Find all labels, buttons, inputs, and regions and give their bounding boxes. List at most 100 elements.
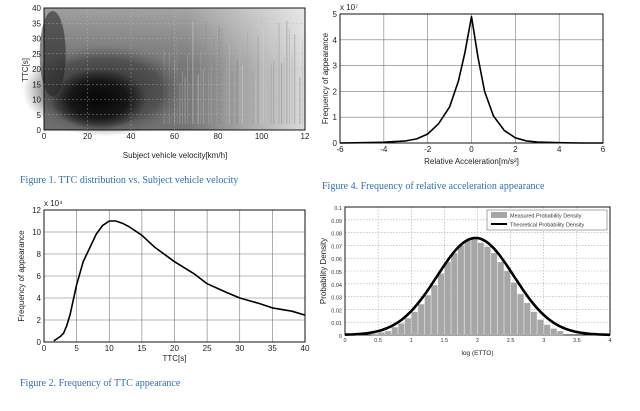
heatmap-cell-streak [275,37,277,124]
y-tick-label: 0.09 [331,219,342,225]
x-tick-label: 1.5 [441,338,449,344]
y-tick-label: 25 [32,50,41,59]
x-tick-label: -4 [380,145,388,154]
x-tick-label: 0 [343,338,346,344]
heatmap-cell-streak [205,21,207,124]
histogram-bar [504,270,511,336]
x-tick-label: 4 [557,145,562,154]
heatmap-cell-streak [228,43,230,124]
caption-figure-2: Figure 2. Frequency of TTC appearance [20,378,181,389]
heatmap-cell-streak [187,54,189,124]
plot-frame [339,13,604,144]
histogram-bar [398,323,405,336]
series-line [339,15,603,144]
heatmap-cell-streak [189,83,191,124]
histogram-bar [464,240,471,336]
y-tick-label: 2 [333,87,338,96]
x-tick-label: 2 [476,338,479,344]
heatmap-cell-streak [244,54,246,124]
heatmap-cell-streak [283,57,285,124]
legend: Measured Probability Density Theoretical … [486,209,608,231]
heatmap-cell-streak [291,55,293,124]
y-tick-label: 6 [37,272,42,281]
x-tick-label: 5 [74,344,79,353]
heatmap-density-core [50,69,147,130]
chart-ttc-frequency: 0 5 10 15 20 25 30 35 40 0 2 4 6 8 10 12x 10⁴ TTC[s] Freq… [17,199,310,363]
histogram-bar [391,327,398,336]
plot-frame [43,209,306,343]
y-tick-label: 0 [37,126,42,135]
heatmap-cell-streak [286,20,288,124]
histogram-bar [371,333,379,336]
heatmap-cell-streak [223,71,225,124]
histogram-bar [451,252,458,336]
heatmap-cell-streak [239,43,241,124]
theoretical-density-curve [344,236,610,337]
x-tick-label: 35 [268,344,277,353]
histogram-bar [557,331,564,336]
x-axis-label: log (ETTO) [461,350,493,357]
x-tick-label: 30 [235,344,244,353]
heatmap-cell-streak [281,63,283,124]
x-tick-label: 80 [214,132,223,141]
histogram-bar [384,331,392,336]
heatmap-cell-streak [270,63,272,124]
y-tick-label: 1 [333,113,338,122]
y-tick-label: 8 [37,250,42,259]
histogram-bar [378,332,385,336]
heatmap-cell-streak [213,35,215,124]
histogram-bar [437,273,445,336]
x-axis-label: Subject vehicle velocity[km/h] [123,151,228,160]
heatmap-cell-streak [194,57,197,124]
x-tick-label: 20 [170,344,179,353]
legend-swatch-measured [491,212,507,218]
y-tick-label: 0.1 [334,206,342,212]
heatmap-cell-streak [252,71,254,124]
heatmap-cell-streak [231,72,233,124]
heatmap-cell-streak [210,65,212,124]
legend-label-measured: Measured Probability Density [510,214,582,220]
y-tick-label: 15 [32,80,41,89]
x-tick-label: 6 [601,145,606,154]
x-tick-label: 3.5 [573,338,581,344]
histogram-bar [470,238,478,336]
y-tick-label: 0 [333,139,338,148]
histogram-bar [543,324,551,336]
heatmap-cell-streak [260,22,262,124]
histogram-bar [457,245,465,336]
x-tick-label: 1 [410,338,413,344]
y-tick-label: 5 [37,111,42,120]
y-tick-label: 4 [37,294,42,303]
y-axis-label: TTC[s] [21,58,30,82]
histogram-bar [444,261,451,336]
heatmap-cell-streak [254,78,257,124]
heatmap-cell-streak [207,71,210,124]
histogram-bar [404,318,412,336]
y-axis-label: Frequency of appearance [17,230,26,322]
x-tick-label: 2.5 [507,338,515,344]
y-tick-label: 3 [333,62,338,71]
heatmap-cell-streak [234,81,236,124]
y-tick-label: 20 [32,65,41,74]
histogram-bar [411,311,418,336]
y-tick-label: 0.07 [331,244,342,250]
x-tick-label: 0 [469,145,474,154]
heatmap-cell-streak [296,69,298,124]
heatmap-cell-streak [294,34,296,124]
y-axis-multiplier: x 10⁷ [340,3,358,12]
y-tick-label: 30 [32,35,41,44]
legend-box [486,209,608,231]
histogram-bar [477,242,485,336]
heatmap-cell-streak [247,31,249,124]
x-axis-label: Relative Acceleration[m/s²] [424,157,519,166]
histogram-bar [530,311,538,336]
y-tick-label: 0.04 [331,283,342,289]
y-axis-multiplier: x 10⁴ [44,199,63,208]
caption-figure-1: Figure 1. TTC distribution vs. Subject v… [20,175,238,186]
histogram-bar [497,261,504,336]
y-tick-label: 4 [333,36,338,45]
heatmap-cell-streak [249,57,251,124]
x-tick-label: 20 [83,132,92,141]
y-tick-label: 35 [32,19,41,28]
